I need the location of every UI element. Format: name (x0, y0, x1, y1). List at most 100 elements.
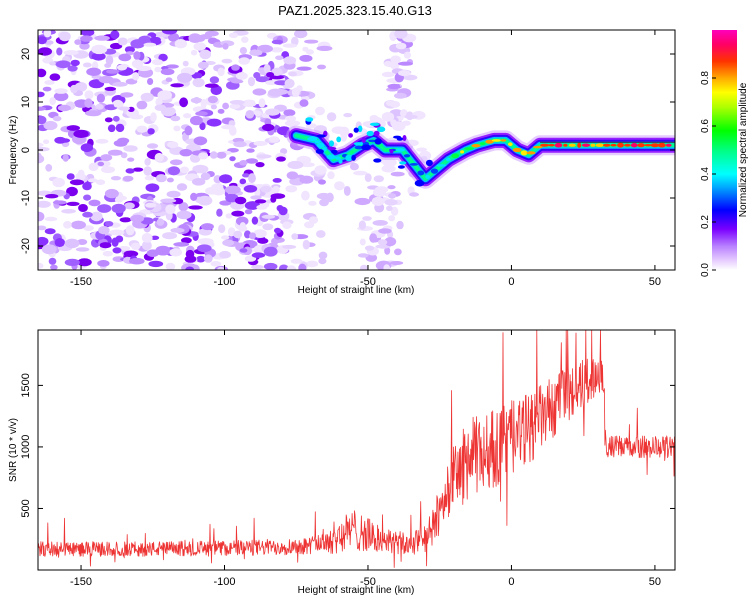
noise-blob (52, 177, 65, 188)
noise-blob (207, 95, 218, 104)
noise-blob (173, 242, 190, 247)
noise-blob (118, 246, 131, 251)
signal-peak (644, 144, 652, 147)
noise-blob (231, 210, 245, 217)
noise-blob (176, 183, 188, 191)
noise-blob (44, 80, 55, 85)
noise-blob (233, 230, 243, 239)
noise-blob (252, 88, 267, 96)
signal-peak (402, 135, 407, 141)
noise-blob (266, 72, 275, 78)
noise-blob (316, 230, 326, 238)
snr-panel: -150 -100 -50 0 50 500 1000 1500 Height of str… (8, 329, 676, 596)
noise-blob (50, 264, 58, 270)
noise-blob (253, 72, 261, 79)
noise-blob (38, 147, 50, 152)
noise-blob (373, 175, 384, 183)
noise-blob (225, 213, 233, 219)
noise-blob (189, 153, 201, 163)
noise-blob (112, 81, 128, 87)
noise-blob (141, 240, 152, 251)
snr-y-tick-label: 1000 (20, 435, 32, 459)
signal-peak (357, 125, 363, 133)
noise-blob (360, 264, 368, 270)
noise-blob (120, 152, 128, 159)
signal-peak (376, 126, 386, 133)
snr-x-ticks: -150 -100 -50 0 50 (70, 330, 661, 588)
noise-blob (235, 216, 249, 226)
noise-blob (354, 197, 371, 206)
noise-blob (326, 112, 337, 122)
noise-blob (38, 154, 45, 164)
noise-blob (185, 266, 194, 270)
noise-blob (299, 99, 309, 107)
noise-blob (191, 72, 203, 79)
noise-blob (243, 185, 258, 193)
noise-blob (66, 173, 75, 180)
spectrogram-y-tick-label: 0 (20, 147, 32, 153)
noise-blob (201, 223, 214, 231)
signal-peak (397, 165, 405, 169)
noise-blob (62, 154, 69, 162)
noise-blob (69, 179, 85, 186)
noise-blob (284, 78, 295, 89)
signal-peak (540, 143, 550, 147)
noise-blob (242, 101, 257, 107)
noise-blob (274, 227, 282, 234)
signal-peak (650, 143, 660, 148)
signal-peak (389, 149, 394, 154)
noise-blob (221, 124, 236, 130)
signal-peak (425, 174, 431, 179)
noise-blob (416, 147, 427, 152)
noise-blob (130, 214, 145, 223)
snr-x-tick-label: 50 (649, 576, 661, 588)
noise-blob (107, 124, 116, 133)
noise-blob (249, 49, 263, 56)
noise-blob (222, 43, 229, 50)
noise-blob (146, 143, 159, 149)
signal-peak (451, 153, 460, 159)
noise-blob (255, 162, 265, 168)
signal-peak (361, 137, 366, 143)
noise-blob (111, 237, 119, 247)
noise-blob (219, 250, 231, 259)
noise-blob (299, 54, 313, 62)
noise-blob (217, 67, 225, 77)
noise-blob (197, 244, 212, 253)
signal-peak (610, 143, 617, 147)
signal-peak (526, 151, 536, 155)
noise-blob (248, 173, 256, 184)
noise-blob (271, 238, 279, 245)
spectrogram-noise (38, 30, 432, 270)
noise-blob (396, 220, 404, 230)
snr-x-tick-label: -100 (213, 576, 235, 588)
noise-blob (49, 61, 56, 66)
snr-y-tick-label: 500 (20, 499, 32, 517)
noise-blob (38, 262, 44, 269)
noise-blob (80, 35, 93, 42)
noise-blob (283, 56, 297, 65)
signal-peak (603, 143, 611, 147)
noise-blob (130, 242, 141, 250)
noise-blob (251, 264, 264, 270)
noise-blob (154, 152, 164, 162)
noise-blob (353, 170, 368, 176)
noise-blob (168, 32, 180, 42)
signal-peak (595, 143, 604, 147)
noise-blob (318, 258, 327, 265)
noise-blob (231, 64, 240, 71)
noise-blob (44, 216, 58, 222)
signal-peak (590, 143, 596, 147)
noise-blob (155, 98, 163, 107)
noise-blob (251, 252, 266, 258)
noise-blob (132, 72, 140, 81)
noise-blob (192, 164, 209, 174)
signal-peak (425, 159, 433, 167)
noise-blob (198, 228, 212, 236)
noise-blob (218, 224, 226, 234)
noise-blob (107, 149, 123, 156)
noise-blob (112, 247, 122, 254)
noise-blob (381, 164, 396, 173)
noise-blob (97, 161, 105, 167)
